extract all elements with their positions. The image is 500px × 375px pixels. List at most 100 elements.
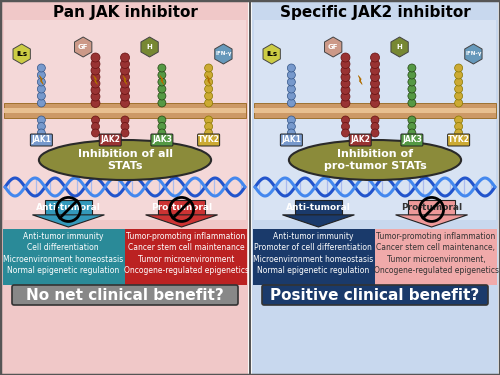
Circle shape	[371, 129, 379, 137]
Circle shape	[408, 85, 416, 93]
Circle shape	[91, 66, 100, 75]
Circle shape	[158, 85, 166, 93]
FancyBboxPatch shape	[262, 285, 488, 305]
Circle shape	[408, 92, 416, 100]
Polygon shape	[94, 75, 98, 84]
Polygon shape	[263, 44, 280, 64]
Text: JAK1: JAK1	[32, 135, 52, 144]
Circle shape	[92, 129, 100, 137]
Circle shape	[408, 116, 416, 124]
Text: JAK3: JAK3	[152, 135, 172, 144]
Circle shape	[158, 129, 166, 137]
Circle shape	[204, 123, 212, 130]
Circle shape	[38, 71, 46, 79]
Text: H: H	[146, 44, 152, 50]
Circle shape	[408, 71, 416, 79]
Text: Pan JAK inhibitor: Pan JAK inhibitor	[52, 4, 198, 20]
Circle shape	[204, 71, 212, 79]
Circle shape	[288, 129, 296, 137]
FancyBboxPatch shape	[12, 285, 238, 305]
Circle shape	[288, 116, 296, 124]
Circle shape	[370, 53, 380, 62]
Circle shape	[91, 92, 100, 101]
Text: Tumor-promoting inflammation
Cancer stem cell maintenance,
Tumor microenvironmen: Tumor-promoting inflammation Cancer stem…	[374, 232, 498, 275]
Circle shape	[288, 78, 296, 86]
Circle shape	[370, 66, 380, 75]
Text: ILs: ILs	[266, 51, 277, 57]
Circle shape	[370, 79, 380, 88]
FancyBboxPatch shape	[401, 134, 423, 146]
Circle shape	[120, 66, 130, 75]
Circle shape	[91, 99, 100, 108]
Polygon shape	[13, 44, 30, 64]
Circle shape	[158, 116, 166, 124]
Circle shape	[120, 72, 130, 81]
Circle shape	[91, 60, 100, 69]
Circle shape	[341, 86, 350, 94]
Circle shape	[288, 99, 296, 107]
Circle shape	[158, 71, 166, 79]
Polygon shape	[282, 215, 354, 227]
FancyBboxPatch shape	[151, 134, 173, 146]
FancyBboxPatch shape	[448, 134, 469, 146]
Text: TYK2: TYK2	[448, 135, 469, 144]
Circle shape	[204, 64, 212, 72]
FancyBboxPatch shape	[198, 134, 220, 146]
Bar	[4, 103, 246, 118]
Circle shape	[91, 86, 100, 94]
Circle shape	[120, 53, 130, 62]
Circle shape	[158, 92, 166, 100]
Circle shape	[92, 123, 100, 130]
Polygon shape	[391, 37, 408, 57]
Circle shape	[341, 92, 350, 101]
Text: Tumor-promoting inflammation
Cancer stem cell maintenance
Tumor microenvironment: Tumor-promoting inflammation Cancer stem…	[124, 232, 248, 275]
Text: Positive clinical benefit?: Positive clinical benefit?	[270, 288, 480, 303]
Circle shape	[454, 92, 462, 100]
Circle shape	[342, 129, 349, 137]
Circle shape	[91, 79, 100, 88]
Circle shape	[454, 116, 462, 124]
Bar	[375, 229, 497, 285]
FancyBboxPatch shape	[280, 134, 302, 146]
Circle shape	[341, 66, 350, 75]
Bar	[2, 0, 248, 375]
Polygon shape	[214, 44, 232, 64]
Polygon shape	[464, 44, 482, 64]
Text: Inhibition of all
STATs: Inhibition of all STATs	[78, 149, 172, 171]
Circle shape	[454, 78, 462, 86]
Bar	[252, 0, 498, 375]
Circle shape	[454, 85, 462, 93]
Circle shape	[408, 123, 416, 130]
Circle shape	[370, 60, 380, 69]
FancyBboxPatch shape	[99, 134, 121, 146]
Text: TYK2: TYK2	[198, 135, 220, 144]
Circle shape	[204, 99, 212, 107]
Circle shape	[38, 92, 46, 100]
Text: JAK2: JAK2	[350, 135, 370, 144]
Circle shape	[288, 92, 296, 100]
Polygon shape	[158, 200, 205, 215]
Text: Anti-tumor immunity
Cell differentiation
Microenvironment homeostasis
Normal epi: Anti-tumor immunity Cell differentiation…	[3, 232, 123, 275]
Circle shape	[454, 123, 462, 130]
Circle shape	[120, 60, 130, 69]
Text: Anti-tumoral: Anti-tumoral	[286, 203, 351, 212]
Circle shape	[288, 85, 296, 93]
Circle shape	[38, 99, 46, 107]
Circle shape	[370, 72, 380, 81]
Bar	[3, 229, 125, 285]
Circle shape	[408, 129, 416, 137]
Polygon shape	[40, 75, 44, 84]
Text: JAK2: JAK2	[100, 135, 120, 144]
Circle shape	[370, 92, 380, 101]
Circle shape	[342, 123, 349, 130]
Circle shape	[288, 123, 296, 130]
Text: No net clinical benefit?: No net clinical benefit?	[26, 288, 224, 303]
FancyBboxPatch shape	[349, 134, 371, 146]
Circle shape	[38, 85, 46, 93]
Circle shape	[121, 116, 129, 124]
Text: Specific JAK2 inhibitor: Specific JAK2 inhibitor	[280, 4, 470, 20]
Circle shape	[38, 64, 46, 72]
Ellipse shape	[39, 140, 211, 180]
Text: Anti-tumoral: Anti-tumoral	[36, 203, 101, 212]
Text: Inhibition of
pro-tumor STATs: Inhibition of pro-tumor STATs	[324, 149, 426, 171]
